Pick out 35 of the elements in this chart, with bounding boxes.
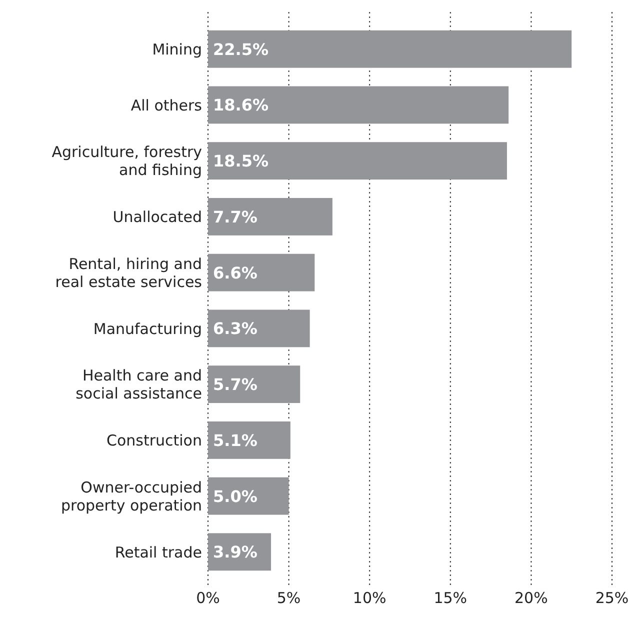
data-label: 18.6% <box>213 96 269 115</box>
y-tick-label: Rental, hiring and real estate services <box>55 254 202 291</box>
data-label: 6.6% <box>213 263 258 282</box>
data-label: 5.0% <box>213 486 258 506</box>
bar <box>208 198 332 236</box>
data-label: 22.5% <box>213 40 269 59</box>
y-tick-label: Owner-occupied property operation <box>61 478 202 514</box>
data-label: 5.1% <box>213 430 258 450</box>
y-tick-label: Mining <box>152 40 202 58</box>
data-label: 5.7% <box>213 375 258 394</box>
bar <box>208 421 290 459</box>
x-tick-label: 25% <box>595 589 629 607</box>
x-tick-label: 20% <box>514 589 548 607</box>
y-tick-label: All others <box>130 96 202 114</box>
y-tick-label: Unallocated <box>112 208 202 226</box>
x-tick-label: 0% <box>196 589 220 607</box>
bar <box>208 310 310 348</box>
y-tick-label: Agriculture, forestry and fishing <box>52 143 202 180</box>
y-tick-label: Retail trade <box>114 543 202 562</box>
data-label: 3.9% <box>213 542 258 562</box>
x-tick-label: 5% <box>276 589 301 607</box>
x-tick-label: 15% <box>434 589 468 607</box>
data-label: 7.7% <box>213 207 258 226</box>
x-tick-label: 10% <box>352 589 386 607</box>
bar <box>208 86 509 124</box>
bar <box>208 142 507 180</box>
y-tick-label: Health care and social assistance <box>76 366 202 403</box>
bar <box>208 254 315 292</box>
bar <box>208 366 300 404</box>
y-tick-label: Manufacturing <box>93 320 202 338</box>
bar <box>208 477 289 515</box>
data-label: 6.3% <box>213 319 258 338</box>
bar <box>208 30 572 68</box>
y-tick-label: Construction <box>106 432 202 450</box>
data-label: 18.5% <box>213 152 269 171</box>
